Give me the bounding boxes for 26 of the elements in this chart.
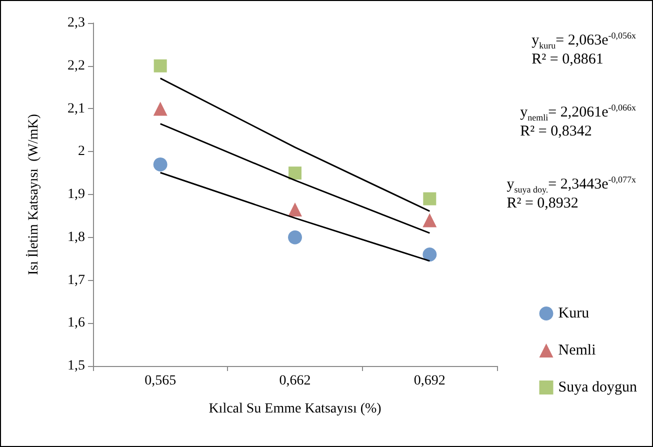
point bbox=[288, 166, 302, 180]
x-tick-label: 0,662 bbox=[279, 374, 311, 388]
y-tick-label: 2,3 bbox=[68, 16, 85, 30]
point bbox=[422, 248, 437, 262]
point bbox=[154, 59, 167, 72]
y-tick-label: 2,2 bbox=[68, 58, 85, 74]
point bbox=[288, 202, 302, 217]
y-tick-label: 1,8 bbox=[68, 230, 85, 245]
point bbox=[153, 157, 168, 172]
x-tick-label: 0,565 bbox=[144, 374, 176, 388]
y-axis-title: Isı İletim Katsayısı (W/mK) bbox=[26, 114, 42, 275]
legend-label: Kuru bbox=[558, 306, 590, 322]
y-tick-label: 1,5 bbox=[68, 358, 85, 374]
y-tick-label: 1,9 bbox=[68, 187, 85, 202]
legend-label: Suya doygun bbox=[558, 380, 638, 396]
point bbox=[423, 192, 436, 206]
y-tick-label: 1,6 bbox=[68, 316, 85, 331]
x-tick-label: 0,692 bbox=[414, 374, 446, 388]
x-axis-title: Kılcal Su Emme Katsayısı (%) bbox=[208, 402, 382, 416]
point bbox=[288, 230, 302, 244]
y-tick-label: 2 bbox=[78, 144, 85, 160]
y-tick-label: 2,1 bbox=[68, 101, 85, 116]
y-tick-label: 1,7 bbox=[68, 272, 85, 288]
legend-label: Nemli bbox=[558, 342, 596, 358]
point bbox=[153, 102, 168, 116]
point bbox=[422, 213, 437, 228]
